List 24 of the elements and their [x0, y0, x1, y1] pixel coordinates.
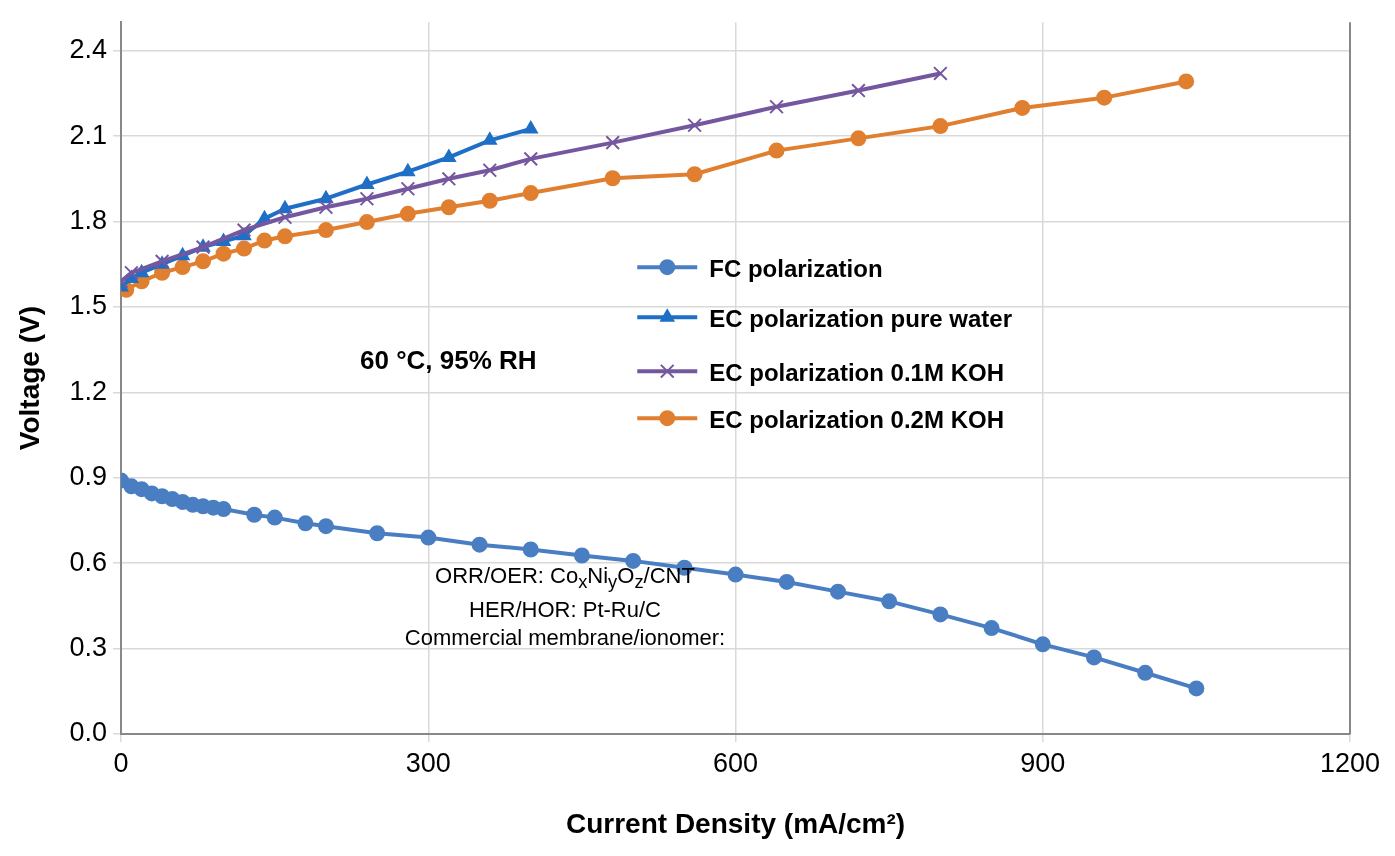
y-tick-label: 1.8: [69, 204, 108, 235]
y-axis-title: Voltage (V): [13, 306, 45, 451]
x-tick-label: 0: [113, 747, 129, 778]
legend-label: EC polarization pure water: [709, 304, 1012, 332]
legend-label: FC polarization: [709, 254, 883, 282]
annotation: Commercial membrane/ionomer:: [404, 624, 726, 653]
y-tick-label: 0.0: [69, 717, 108, 748]
y-tick-label: 2.1: [69, 119, 108, 150]
x-tick-label: 300: [405, 747, 451, 778]
x-tick-label: 600: [713, 747, 759, 778]
y-tick-label: 1.2: [69, 375, 108, 406]
legend-label: EC polarization 0.1M KOH: [709, 358, 1004, 386]
annotation: ORR/OER: Co$_{x}$Ni$_{y}$O$_{z}$/CNT: [434, 562, 696, 595]
y-tick-label: 1.5: [69, 290, 108, 321]
y-tick-label: 0.9: [69, 461, 108, 492]
x-tick-label: 900: [1020, 747, 1066, 778]
annotation: HER/HOR: Pt-Ru/C: [468, 596, 662, 625]
annotation: 60 °C, 95% RH: [360, 345, 537, 376]
y-tick-label: 0.6: [69, 546, 108, 577]
legend-label: EC polarization 0.2M KOH: [709, 405, 1004, 433]
x-axis-title: Current Density (mA/cm²): [565, 807, 906, 839]
y-tick-label: 0.3: [69, 632, 108, 663]
y-tick-label: 2.4: [69, 34, 108, 65]
x-tick-label: 1200: [1319, 747, 1381, 778]
